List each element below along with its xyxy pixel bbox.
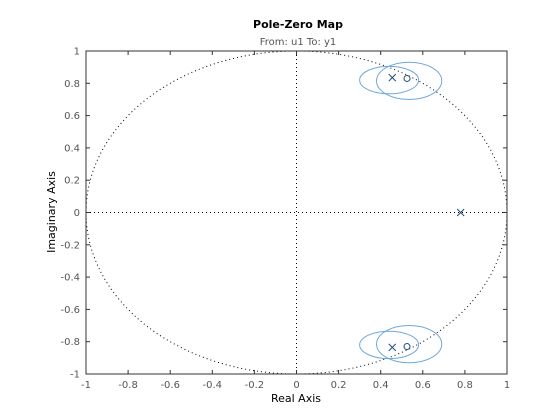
y-axis-label: Imaginary Axis — [45, 171, 58, 253]
x-tick-label: -0.4 — [203, 380, 223, 391]
uncertainty-ellipse — [375, 325, 443, 364]
x-tick-label: -0.6 — [160, 380, 180, 391]
y-tick-label: 0.6 — [64, 111, 80, 122]
y-tick-label: -0.4 — [60, 273, 80, 284]
y-tick-label: 0.4 — [64, 143, 80, 154]
x-axis-label: Real Axis — [271, 392, 321, 405]
pole-marker — [456, 208, 465, 217]
zero-marker — [403, 343, 411, 351]
x-tick-label: 0.4 — [373, 380, 389, 391]
x-tick-label: -1 — [81, 380, 91, 391]
x-tick-label: 0 — [293, 380, 299, 391]
x-tick-label: -0.8 — [118, 380, 138, 391]
x-tick-label: 0.6 — [415, 380, 431, 391]
pole-marker — [388, 73, 397, 82]
chart-subtitle: From: u1 To: y1 — [260, 37, 337, 48]
y-tick-label: 0 — [74, 208, 80, 219]
y-tick-label: -0.6 — [60, 305, 80, 316]
y-tick-label: 0.2 — [64, 176, 80, 187]
pole-marker — [388, 343, 397, 352]
zero-marker — [403, 74, 411, 82]
chart-title: Pole-Zero Map — [253, 18, 343, 31]
uncertainty-ellipse — [375, 61, 443, 100]
y-tick-label: 1 — [74, 47, 80, 58]
y-tick-label: -0.2 — [60, 240, 80, 251]
x-tick-label: 1 — [504, 380, 510, 391]
plot-area: -1 -0.8 -0.6 -0.4 -0.2 0 0.2 0.4 0.6 0.8 1 -1 -0.8 -0… — [60, 47, 510, 392]
y-tick-label: 0.8 — [64, 79, 80, 90]
y-tick-label: -1 — [70, 370, 80, 381]
x-tick-label: -0.2 — [245, 380, 265, 391]
y-tick-label: -0.8 — [60, 337, 80, 348]
x-tick-label: 0.8 — [457, 380, 473, 391]
x-tick-label: 0.2 — [331, 380, 347, 391]
